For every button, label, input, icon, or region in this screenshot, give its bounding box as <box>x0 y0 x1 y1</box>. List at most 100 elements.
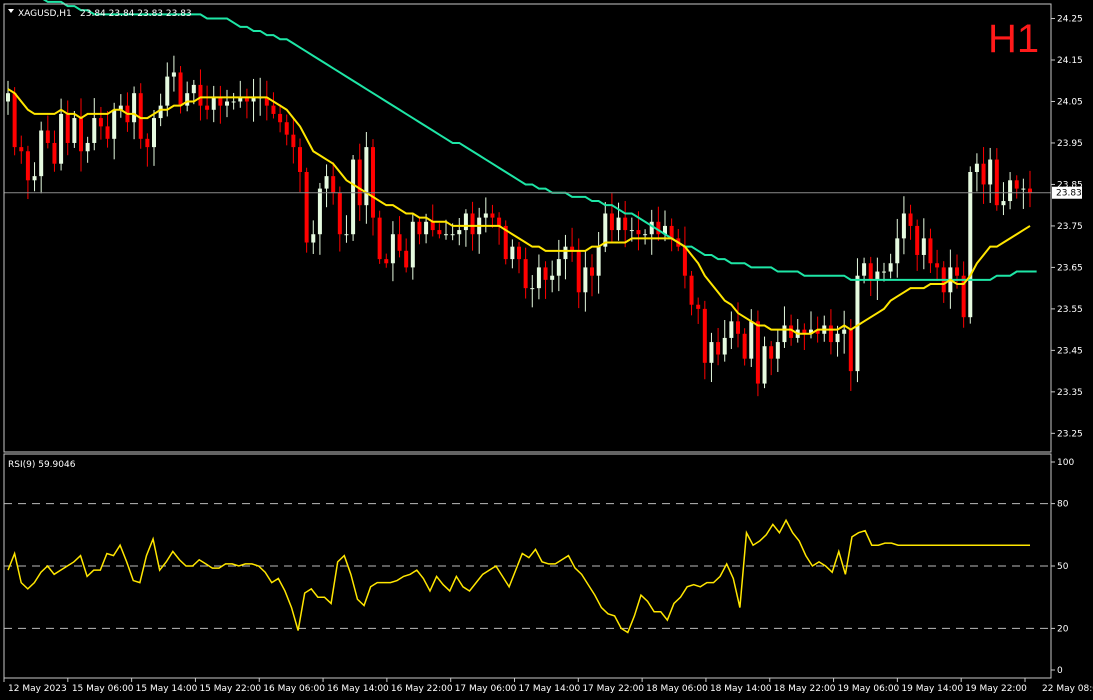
price-tick-label: 23.75 <box>1057 222 1083 232</box>
bull-candle <box>311 234 316 243</box>
bull-candle <box>855 275 860 372</box>
bear-candle <box>543 267 548 280</box>
bear-candle <box>503 225 508 260</box>
bear-candle <box>205 105 210 110</box>
bull-candle <box>171 72 176 77</box>
bull-candle <box>888 263 893 272</box>
bear-candle <box>669 225 674 239</box>
bull-candle <box>550 275 555 280</box>
bull-candle <box>842 329 847 334</box>
bull-candle <box>152 118 156 148</box>
price-tag-bg <box>1052 186 1082 199</box>
bear-candle <box>716 342 721 355</box>
bear-candle <box>331 176 336 193</box>
bear-candle <box>682 246 687 276</box>
time-tick-label: 12 May 2023 <box>8 684 67 694</box>
time-tick-label: 16 May 22:00 <box>391 684 453 694</box>
bear-candle <box>291 134 296 148</box>
bull-candle <box>165 76 170 106</box>
price-axis[interactable]: 24.25 24.15 24.05 23.95 23.85 23.75 23.65 23.55… <box>1051 15 1083 440</box>
bear-candle <box>357 159 362 206</box>
price-tag-value: 23.83 <box>1056 189 1082 199</box>
time-tick-label: 17 May 14:00 <box>519 684 581 694</box>
bear-candle <box>742 333 747 359</box>
bear-candle <box>576 250 581 293</box>
time-tick-label: 18 May 22:00 <box>774 684 836 694</box>
bear-candle <box>470 213 475 235</box>
time-tick-label: 19 May 14:00 <box>901 684 963 694</box>
bull-candle <box>231 101 236 103</box>
bear-candle <box>928 238 933 264</box>
bull-candle <box>616 217 621 231</box>
bear-candle <box>105 126 110 139</box>
rsi-tick-label: 100 <box>1057 458 1074 468</box>
time-tick-label: 15 May 14:00 <box>136 684 198 694</box>
bull-candle <box>1021 188 1026 190</box>
bull-candle <box>862 263 867 276</box>
bull-candle <box>1001 201 1006 206</box>
bull-candle <box>921 238 926 255</box>
rsi-tick-label: 80 <box>1057 500 1069 510</box>
bull-candle <box>444 234 448 236</box>
bear-candle <box>198 84 203 106</box>
bull-candle <box>59 113 64 164</box>
symbol-label: XAGUSD,H1 <box>18 9 72 19</box>
rsi-axis[interactable]: 100 80 50 20 0 <box>1051 458 1074 676</box>
time-tick-label: 15 May 06:00 <box>72 684 134 694</box>
bear-candle <box>868 263 873 280</box>
bull-candle <box>185 93 190 106</box>
bear-candle <box>65 113 70 143</box>
bear-candle <box>138 93 143 139</box>
bull-candle <box>556 259 561 276</box>
bull-candle <box>809 329 813 334</box>
bull-candle <box>390 234 395 264</box>
bull-candle <box>344 234 349 236</box>
bull-candle <box>424 221 429 235</box>
bear-candle <box>623 217 628 231</box>
ma-slow-line <box>42 0 1037 281</box>
rsi-tick-label: 20 <box>1057 624 1069 634</box>
bear-candle <box>994 159 999 206</box>
dropdown-triangle-icon[interactable] <box>8 9 14 13</box>
time-tick-label: 19 May 22:00 <box>965 684 1027 694</box>
bear-candle <box>981 163 986 185</box>
bull-candle <box>450 234 455 236</box>
bear-candle <box>848 329 853 372</box>
bull-candle <box>643 234 648 236</box>
bull-candle <box>563 246 568 260</box>
bull-candle <box>782 325 787 343</box>
bull-candle <box>729 321 734 338</box>
bear-candle <box>755 321 760 384</box>
bull-candle <box>410 221 415 268</box>
ohlc-label: 23.84 23.84 23.83 23.83 <box>80 9 192 19</box>
bear-candle <box>264 97 269 106</box>
rsi-level-lines <box>4 503 1051 629</box>
time-tick-label: 15 May 22:00 <box>199 684 261 694</box>
bear-candle <box>284 122 289 135</box>
bull-candle <box>39 130 44 177</box>
bear-candle <box>437 230 442 235</box>
bear-candle <box>397 234 402 251</box>
bear-candle <box>278 113 283 123</box>
bear-candle <box>98 118 103 127</box>
price-panel <box>4 0 1051 397</box>
bear-candle <box>497 217 502 226</box>
price-tick-label: 23.95 <box>1057 139 1083 149</box>
bear-candle <box>79 118 83 152</box>
bear-candle <box>736 321 740 334</box>
bull-candle <box>596 246 601 276</box>
bull-candle <box>988 159 993 185</box>
price-tick-label: 23.65 <box>1057 263 1083 273</box>
time-tick-label: 17 May 22:00 <box>582 684 644 694</box>
bear-candle <box>815 329 820 334</box>
bull-candle <box>324 176 329 189</box>
ma-fast-line <box>7 88 1031 335</box>
bear-candle <box>490 213 495 218</box>
bull-candle <box>974 163 979 172</box>
bear-candle <box>935 263 940 268</box>
time-tick-label: 17 May 06:00 <box>455 684 517 694</box>
bull-candle <box>72 118 77 143</box>
time-axis[interactable]: 12 May 2023 15 May 06:00 15 May 14:00 15 Ma… <box>3 678 1093 694</box>
price-tick-label: 23.55 <box>1057 305 1083 315</box>
